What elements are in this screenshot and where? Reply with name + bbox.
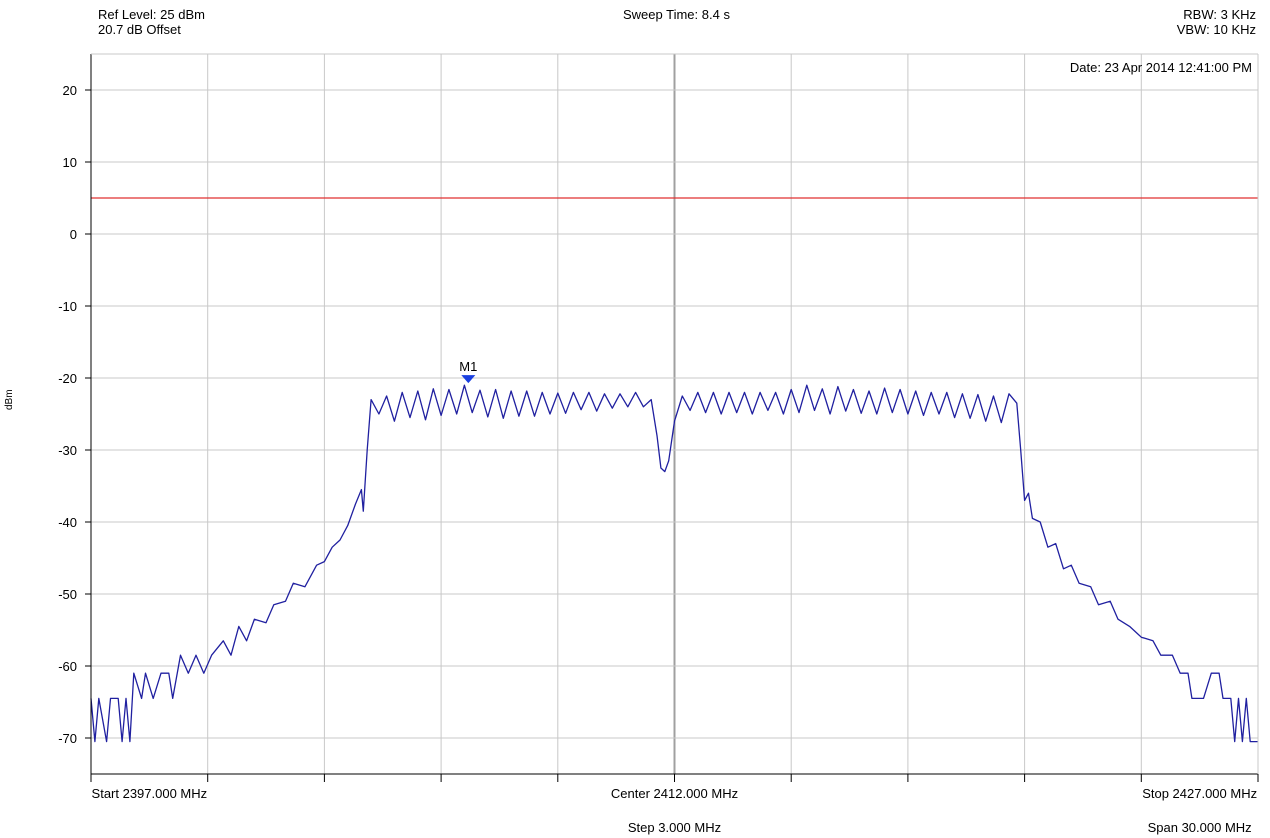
y-tick-label: 10: [63, 155, 77, 170]
y-tick-labels: 20 10 0 -10 -20 -30 -40 -50 -60 -70: [58, 83, 77, 746]
spectrum-trace: [90, 384, 1258, 743]
offset-label: 20.7 dB Offset: [98, 22, 181, 37]
y-tick-label: 20: [63, 83, 77, 98]
rbw-label: RBW: 3 KHz: [1183, 7, 1256, 22]
center-frequency-label: Center 2412.000 MHz: [611, 786, 738, 801]
y-tick-label: -20: [58, 371, 77, 386]
y-tick-label: -40: [58, 515, 77, 530]
y-tick-label: -10: [58, 299, 77, 314]
vbw-label: VBW: 10 KHz: [1176, 22, 1256, 37]
y-tick-label: -70: [58, 731, 77, 746]
marker-label: M1: [459, 359, 477, 374]
marker-triangle-icon: [461, 375, 476, 384]
y-tick-label: -50: [58, 587, 77, 602]
y-tick-label: -60: [58, 659, 77, 674]
grid: [91, 54, 1259, 774]
span-label: Span 30.000 MHz: [1148, 820, 1252, 835]
stop-frequency-label: Stop 2427.000 MHz: [1142, 786, 1257, 801]
y-tick-label: 0: [70, 227, 77, 242]
sweep-time-label: Sweep Time: 8.4 s: [623, 7, 730, 22]
date-label: Date: 23 Apr 2014 12:41:00 PM: [1070, 60, 1252, 75]
ref-level-label: Ref Level: 25 dBm: [98, 7, 205, 22]
marker-group: M1: [459, 359, 477, 384]
start-frequency-label: Start 2397.000 MHz: [92, 786, 208, 801]
y-tick-label: -30: [58, 443, 77, 458]
step-label: Step 3.000 MHz: [628, 820, 721, 835]
axes: [85, 53, 1259, 782]
